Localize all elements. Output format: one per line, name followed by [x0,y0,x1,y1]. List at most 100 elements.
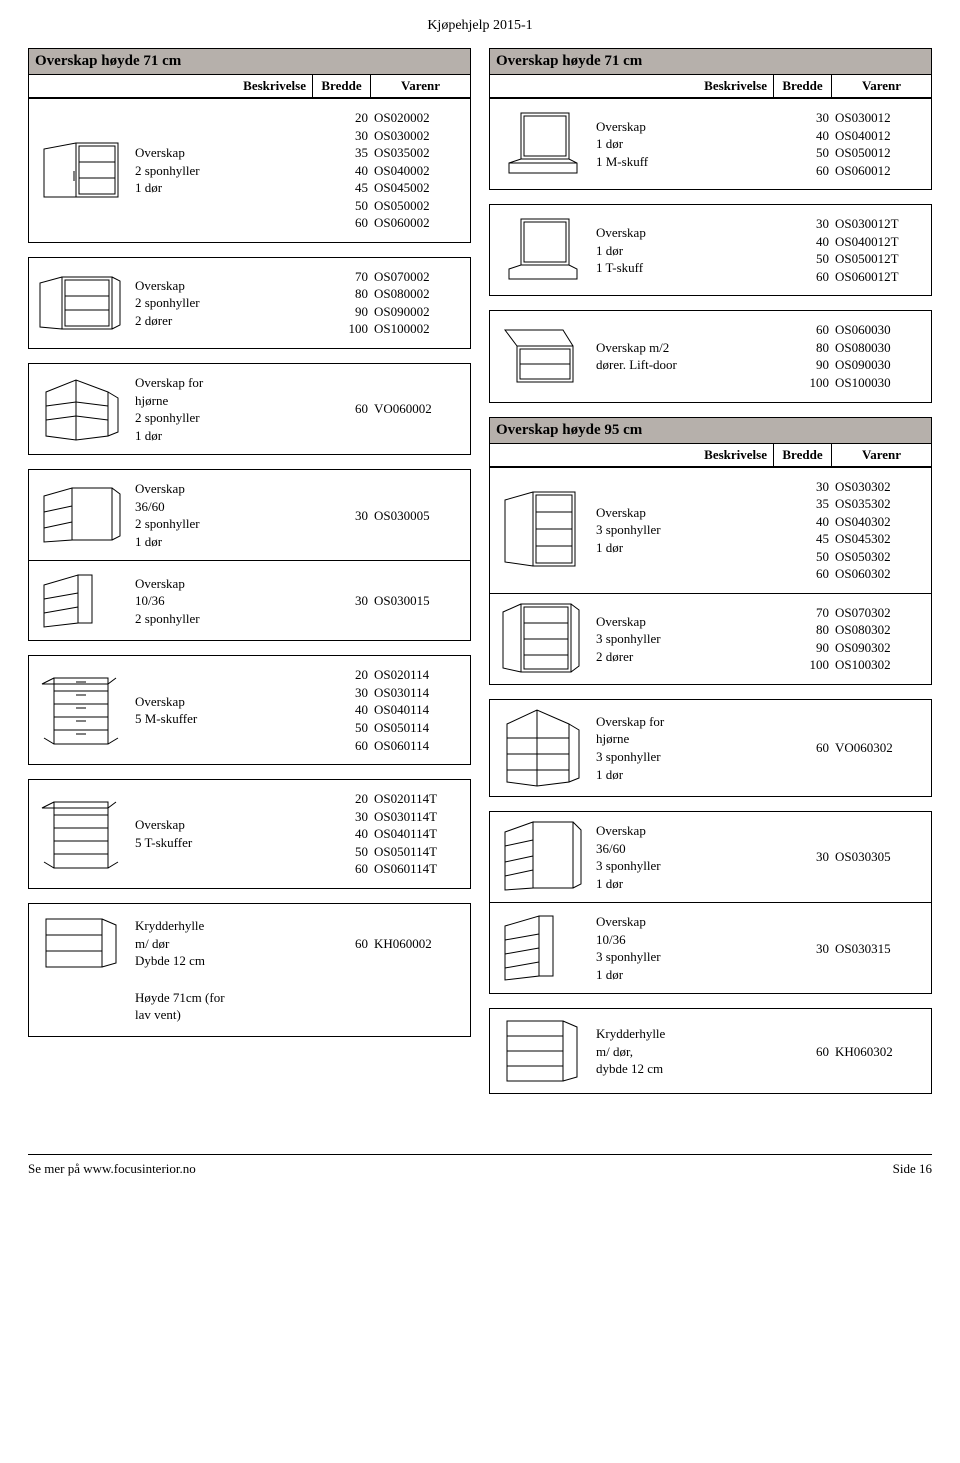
footer-left: Se mer på www.focusinterior.no [28,1161,196,1177]
varenr: OS070302 [835,604,927,622]
bredde: 60 [355,214,368,232]
hdr-bredde: Bredde [312,75,370,97]
desc-line: Overskap [596,913,779,931]
varenr: OS020002 [374,109,466,127]
cabinet-drawer-icon [490,99,590,189]
varenr: OS045002 [374,179,466,197]
desc-line: Overskap for [596,713,779,731]
bredde: 30 [355,127,368,145]
cabinet-icon [490,594,590,684]
spice-rack-icon [490,1009,590,1093]
bredde: 60 [816,1043,829,1061]
bredde: 60 [816,162,829,180]
varenr: OS080302 [835,621,927,639]
bredde: 20 [355,109,368,127]
desc-line: 1 M-skuff [596,153,779,171]
varenr: OS040302 [835,513,927,531]
table-row: Krydderhylle m/ dør, dybde 12 cm 60 KH06… [489,1008,932,1094]
varenr: OS035302 [835,495,927,513]
bredde: 80 [355,285,368,303]
varenr: OS100030 [835,374,927,392]
varenr: OS020114T [374,790,466,808]
desc-line: Krydderhylle [135,917,318,935]
desc-line: 3 sponhyller [596,521,779,539]
desc-line: 2 sponhyller [135,610,318,628]
varenr: OS080002 [374,285,466,303]
desc-line: hjørne [135,392,318,410]
varenr: OS030114 [374,684,466,702]
desc-line: Overskap [596,118,779,136]
varenr: OS030302 [835,478,927,496]
varenr: OS040012T [835,233,927,251]
desc-line: 1 dør [135,533,318,551]
desc-line: Overskap [135,693,318,711]
cabinet-icon [29,258,129,348]
bredde: 80 [816,621,829,639]
table-row: Overskap 3 sponhyller 1 dør 30 35 40 45 … [490,468,931,594]
desc-line: 1 dør [135,427,318,445]
cabinet-angle-icon [490,903,590,993]
varenr: OS060012T [835,268,927,286]
hdr-desc: Beskrivelse [490,444,773,466]
desc-line: Overskap m/2 [596,339,779,357]
bredde: 30 [816,215,829,233]
bredde: 30 [355,507,368,525]
left-column: Overskap høyde 71 cm Beskrivelse Bredde … [28,48,471,1094]
cabinet-icon [29,99,129,242]
note-line: Høyde 71cm (for [135,990,225,1005]
bredde: 30 [355,592,368,610]
table-row: Overskap 5 M-skuffer 20 30 40 50 60 OS02… [28,655,471,765]
varenr: OS060002 [374,214,466,232]
bredde: 50 [355,843,368,861]
desc-line: 3 sponhyller [596,748,779,766]
bredde: 30 [816,848,829,866]
varenr: OS035002 [374,144,466,162]
varenr: OS050012 [835,144,927,162]
bredde: 100 [349,320,369,338]
desc-line: 5 T-skuffer [135,834,318,852]
desc-line: Overskap for [135,374,318,392]
desc-line: Krydderhylle [596,1025,779,1043]
cabinet-angle-icon [29,561,129,640]
bredde: 90 [816,639,829,657]
hdr-varenr: Varenr [370,75,470,97]
bredde: 80 [816,339,829,357]
bredde: 20 [355,790,368,808]
hdr-varenr: Varenr [831,444,931,466]
varenr: OS060012 [835,162,927,180]
bredde: 35 [355,144,368,162]
desc-line: Dybde 12 cm [135,952,318,970]
varenr: OS030315 [835,940,927,958]
desc-line: 5 M-skuffer [135,710,318,728]
desc-line: Overskap [135,575,318,593]
table-row: Overskap m/2 dører. Lift-door 60 80 90 1… [489,310,932,402]
bredde: 50 [816,250,829,268]
varenr: OS060030 [835,321,927,339]
table-row: Overskap for hjørne 3 sponhyller 1 dør 6… [489,699,932,797]
section-title-95: Overskap høyde 95 cm [490,418,931,444]
desc-line: Overskap [135,480,318,498]
table-header: Beskrivelse Bredde Varenr [489,74,932,99]
bredde: 50 [816,548,829,566]
desc-line: dører. Lift-door [596,356,779,374]
varenr: OS040114 [374,701,466,719]
desc-line: 2 dører [135,312,318,330]
table-row: Overskap 2 sponhyller 2 dører 70 80 90 1… [28,257,471,349]
bredde: 35 [816,495,829,513]
cabinet-drawers-icon [29,656,129,764]
bredde: 50 [355,197,368,215]
varenr: KH060302 [835,1043,927,1061]
hdr-desc: Beskrivelse [29,75,312,97]
desc-line: m/ dør [135,935,318,953]
bredde: 30 [355,684,368,702]
table-row: Overskap 10/36 2 sponhyller 30 OS030015 [28,561,471,641]
varenr: OS030005 [374,507,466,525]
table-header: Beskrivelse Bredde Varenr [490,444,931,468]
cabinet-corner-icon [29,364,129,454]
desc-line: 1 dør [596,875,779,893]
desc-line: 1 T-skuff [596,259,779,277]
varenr: OS030012 [835,109,927,127]
varenr: OS030012T [835,215,927,233]
bredde: 100 [810,656,830,674]
hdr-varenr: Varenr [831,75,931,97]
